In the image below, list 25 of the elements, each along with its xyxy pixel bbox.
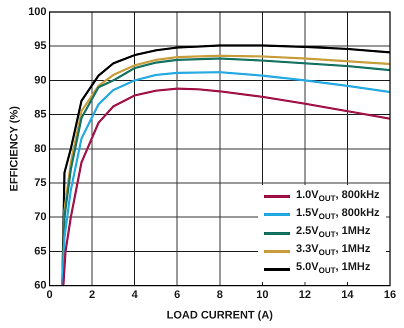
y-tick-label: 65: [34, 245, 47, 258]
x-tick-label: 4: [132, 289, 139, 302]
y-tick-label: 60: [34, 280, 47, 292]
x-tick-label: 12: [298, 289, 312, 302]
x-tick-label: 14: [341, 289, 354, 302]
legend-label: 2.5V$_{OUT}$, 1MHz: [296, 224, 370, 242]
legend-label: 1.0V$_{OUT}$, 800kHz: [296, 188, 380, 205]
legend-label: 5.0V$_{OUT}$, 1MHz: [296, 260, 370, 278]
x-tick-label: 8: [216, 289, 223, 302]
y-axis-title: EFFICIENCY (%): [8, 106, 21, 192]
y-tick-label: 75: [34, 177, 47, 190]
x-tick-label: 10: [256, 289, 268, 302]
y-tick-label: 100: [28, 6, 47, 18]
y-tick-label: 80: [34, 142, 47, 155]
legend-label: 1.5V$_{OUT}$, 800kHz: [296, 206, 380, 223]
x-tick-label: 2: [89, 289, 96, 302]
x-tick-label: 16: [384, 289, 396, 302]
y-tick-label: 90: [34, 74, 47, 86]
legend-label: 3.3V$_{OUT}$, 1MHz: [296, 242, 370, 260]
y-tick-label: 70: [34, 211, 47, 224]
x-tick-label: 6: [174, 289, 180, 302]
y-tick-label: 95: [34, 40, 47, 52]
y-tick-label: 85: [34, 108, 47, 121]
x-tick-label: 0: [46, 289, 53, 302]
x-axis-title: LOAD CURRENT (A): [166, 309, 274, 322]
